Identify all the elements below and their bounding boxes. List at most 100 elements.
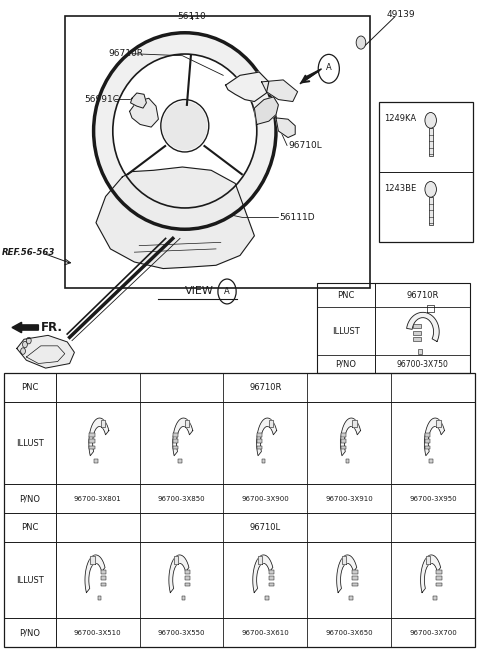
Bar [346,459,349,463]
Bar [433,596,437,600]
Bar [352,570,358,574]
Text: 96710L: 96710L [250,523,281,532]
Polygon shape [226,72,269,102]
Polygon shape [268,420,273,428]
Polygon shape [426,557,430,565]
Text: ILLUST: ILLUST [16,576,44,584]
Bar [341,433,346,437]
Polygon shape [174,557,179,565]
Bar [89,433,95,437]
Bar [429,197,433,225]
FancyArrow shape [12,322,38,333]
Circle shape [425,113,436,128]
Bar [265,596,269,600]
Bar [173,433,179,437]
Ellipse shape [113,54,257,208]
Text: 96710L: 96710L [288,141,322,150]
Text: 96710R: 96710R [407,291,439,300]
Polygon shape [336,555,357,593]
Bar [436,570,442,574]
Ellipse shape [94,33,276,229]
Bar [317,283,470,373]
Bar [341,446,346,449]
Polygon shape [96,167,254,269]
Text: 49139: 49139 [386,10,415,19]
Polygon shape [407,312,439,341]
Bar [379,102,473,242]
Bar [101,583,106,586]
Bar [257,433,263,437]
Text: 96700-3X510: 96700-3X510 [74,629,121,636]
Bar [349,596,353,600]
Text: P/NO: P/NO [19,628,40,637]
Bar [101,570,106,574]
Bar [257,440,263,443]
Bar [94,459,97,463]
Bar [65,16,370,288]
Polygon shape [173,418,193,456]
Bar [425,446,430,449]
Text: 96700-3X910: 96700-3X910 [325,496,373,502]
Bar [268,583,274,586]
Polygon shape [342,557,346,565]
Bar [430,459,433,463]
Text: REF.56-563: REF.56-563 [1,248,55,257]
Text: 96700-3X610: 96700-3X610 [241,629,289,636]
Polygon shape [253,555,273,593]
Bar [429,128,433,156]
Bar [425,433,430,437]
Text: 96700-3X750: 96700-3X750 [397,360,449,369]
Text: 96700-3X700: 96700-3X700 [409,629,457,636]
Text: 96700-3X801: 96700-3X801 [74,496,121,502]
Text: P/NO: P/NO [19,494,40,503]
Text: PNC: PNC [337,291,355,300]
Bar [181,596,185,600]
Bar [436,583,442,586]
Text: 96700-3X850: 96700-3X850 [158,496,205,502]
Polygon shape [420,555,441,593]
Polygon shape [131,93,146,108]
Polygon shape [262,80,298,102]
Polygon shape [89,418,109,456]
Bar [413,337,421,341]
Polygon shape [130,98,158,127]
Bar [262,459,265,463]
Bar [352,583,358,586]
Text: 56111D: 56111D [279,213,315,222]
Polygon shape [185,420,189,428]
Bar [413,324,421,328]
Text: 96700-3X650: 96700-3X650 [325,629,373,636]
Text: A: A [224,287,230,296]
Bar [257,446,263,449]
Bar [436,576,442,580]
Circle shape [23,341,27,348]
Ellipse shape [162,101,208,151]
Bar [341,440,346,443]
Polygon shape [257,418,276,456]
Polygon shape [101,420,105,428]
Bar [185,576,190,580]
Text: VIEW: VIEW [185,286,214,297]
Circle shape [425,181,436,197]
Bar [4,373,475,647]
Bar [413,331,421,335]
Text: 96700-3X900: 96700-3X900 [241,496,289,502]
Polygon shape [424,418,444,456]
Bar [173,446,179,449]
Polygon shape [352,420,357,428]
Text: PNC: PNC [21,383,38,392]
Polygon shape [340,418,360,456]
Text: 56110: 56110 [178,12,206,21]
Bar [268,570,274,574]
Text: 96710R: 96710R [108,49,143,58]
Text: 56991C: 56991C [84,95,119,104]
Bar [185,570,190,574]
Circle shape [21,348,25,354]
Bar [185,583,190,586]
Text: 96700-3X550: 96700-3X550 [158,629,205,636]
Text: A: A [326,63,332,72]
Text: P/NO: P/NO [336,360,357,369]
Bar [425,440,430,443]
Polygon shape [169,555,189,593]
Bar [178,459,181,463]
